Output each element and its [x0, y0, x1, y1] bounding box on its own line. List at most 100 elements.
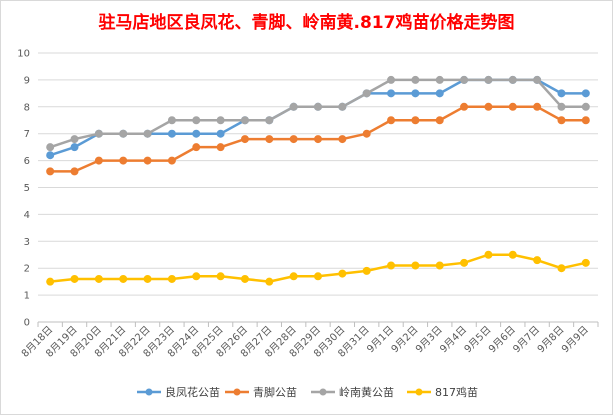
data-point — [387, 261, 396, 270]
data-point — [119, 156, 128, 165]
data-point — [94, 156, 103, 165]
data-point — [143, 129, 152, 138]
y-tick-label: 3 — [24, 237, 30, 248]
data-point — [46, 143, 55, 152]
series-line — [49, 78, 586, 157]
data-point — [387, 116, 396, 125]
data-point — [192, 272, 201, 281]
data-point — [533, 75, 542, 84]
data-point — [460, 102, 469, 111]
data-point — [240, 274, 249, 283]
data-point — [338, 102, 347, 111]
data-point — [557, 116, 566, 125]
legend-item: 良凤花公苗 — [137, 385, 220, 399]
data-point — [70, 167, 79, 176]
legend: 良凤花公苗 青脚公苗 岭南黄公苗 817鸡苗 — [137, 385, 478, 399]
data-point — [484, 75, 493, 84]
legend-item: 817鸡苗 — [407, 385, 478, 399]
series-岭南黄公苗 — [46, 75, 590, 152]
x-axis: 8月18日8月19日8月20日8月21日8月22日8月23日8月24日8月25日… — [19, 322, 599, 360]
y-tick-label: 9 — [24, 75, 30, 86]
data-point — [435, 116, 444, 125]
data-point — [167, 156, 176, 165]
data-point — [533, 256, 542, 265]
data-point — [484, 250, 493, 259]
y-tick-label: 7 — [24, 129, 30, 140]
data-point — [435, 261, 444, 270]
data-point — [435, 75, 444, 84]
data-point — [411, 75, 420, 84]
data-point — [265, 116, 274, 125]
legend-swatch-marker — [233, 388, 241, 396]
data-point — [46, 167, 55, 176]
data-point — [192, 129, 201, 138]
data-point — [435, 89, 444, 98]
legend-swatch-marker — [319, 388, 327, 396]
data-point — [46, 151, 55, 160]
data-point — [216, 143, 225, 152]
data-point — [167, 274, 176, 283]
data-point — [314, 135, 322, 144]
legend-label: 良凤花公苗 — [165, 385, 220, 399]
data-point — [362, 89, 371, 98]
legend-label: 青脚公苗 — [253, 385, 297, 399]
data-point — [46, 277, 55, 286]
legend-item: 岭南黄公苗 — [311, 385, 394, 399]
data-point — [411, 261, 420, 270]
legend-swatch-marker — [145, 388, 153, 396]
data-point — [119, 274, 128, 283]
y-tick-label: 6 — [24, 156, 30, 167]
legend-item: 青脚公苗 — [225, 385, 297, 399]
data-point — [289, 102, 298, 111]
data-point — [387, 89, 396, 98]
series-lines — [46, 75, 590, 286]
data-point — [411, 116, 420, 125]
data-point — [557, 89, 566, 98]
data-point — [362, 266, 371, 275]
y-tick-label: 5 — [24, 183, 30, 194]
data-point — [192, 116, 201, 125]
data-point — [265, 277, 274, 286]
series-良凤花公苗 — [46, 75, 590, 160]
data-point — [362, 129, 371, 138]
data-point — [240, 116, 249, 125]
data-point — [70, 143, 79, 152]
data-point — [167, 129, 176, 138]
data-point — [70, 135, 79, 144]
data-point — [338, 269, 347, 278]
series-青脚公苗 — [46, 102, 590, 176]
data-point — [265, 135, 274, 144]
data-point — [411, 89, 420, 98]
y-tick-label: 1 — [24, 291, 30, 302]
data-point — [216, 272, 225, 281]
x-tick-label: 9月9日 — [559, 324, 591, 356]
data-point — [314, 102, 322, 111]
data-point — [338, 135, 347, 144]
data-point — [216, 129, 225, 138]
legend-swatch-marker — [415, 388, 423, 396]
y-tick-label: 2 — [24, 264, 30, 275]
y-tick-label: 8 — [24, 102, 30, 113]
data-point — [70, 274, 79, 283]
y-axis-ticks: 0 1 2 3 4 5 6 7 8 9 10 — [17, 49, 30, 329]
data-point — [508, 250, 517, 259]
data-point — [289, 272, 298, 281]
legend-label: 817鸡苗 — [435, 385, 478, 399]
data-point — [240, 135, 249, 144]
legend-label: 岭南黄公苗 — [339, 385, 394, 399]
y-tick-label: 0 — [24, 318, 30, 329]
data-point — [387, 75, 396, 84]
data-point — [143, 274, 152, 283]
data-point — [143, 156, 152, 165]
data-point — [484, 102, 493, 111]
chart-title: 驻马店地区良凤花、青脚、岭南黄.817鸡苗价格走势图 — [98, 13, 515, 33]
series-817鸡苗 — [46, 250, 590, 286]
data-point — [508, 102, 517, 111]
data-point — [94, 274, 103, 283]
data-point — [508, 75, 517, 84]
data-point — [119, 129, 128, 138]
data-point — [533, 102, 542, 111]
data-point — [557, 264, 566, 273]
